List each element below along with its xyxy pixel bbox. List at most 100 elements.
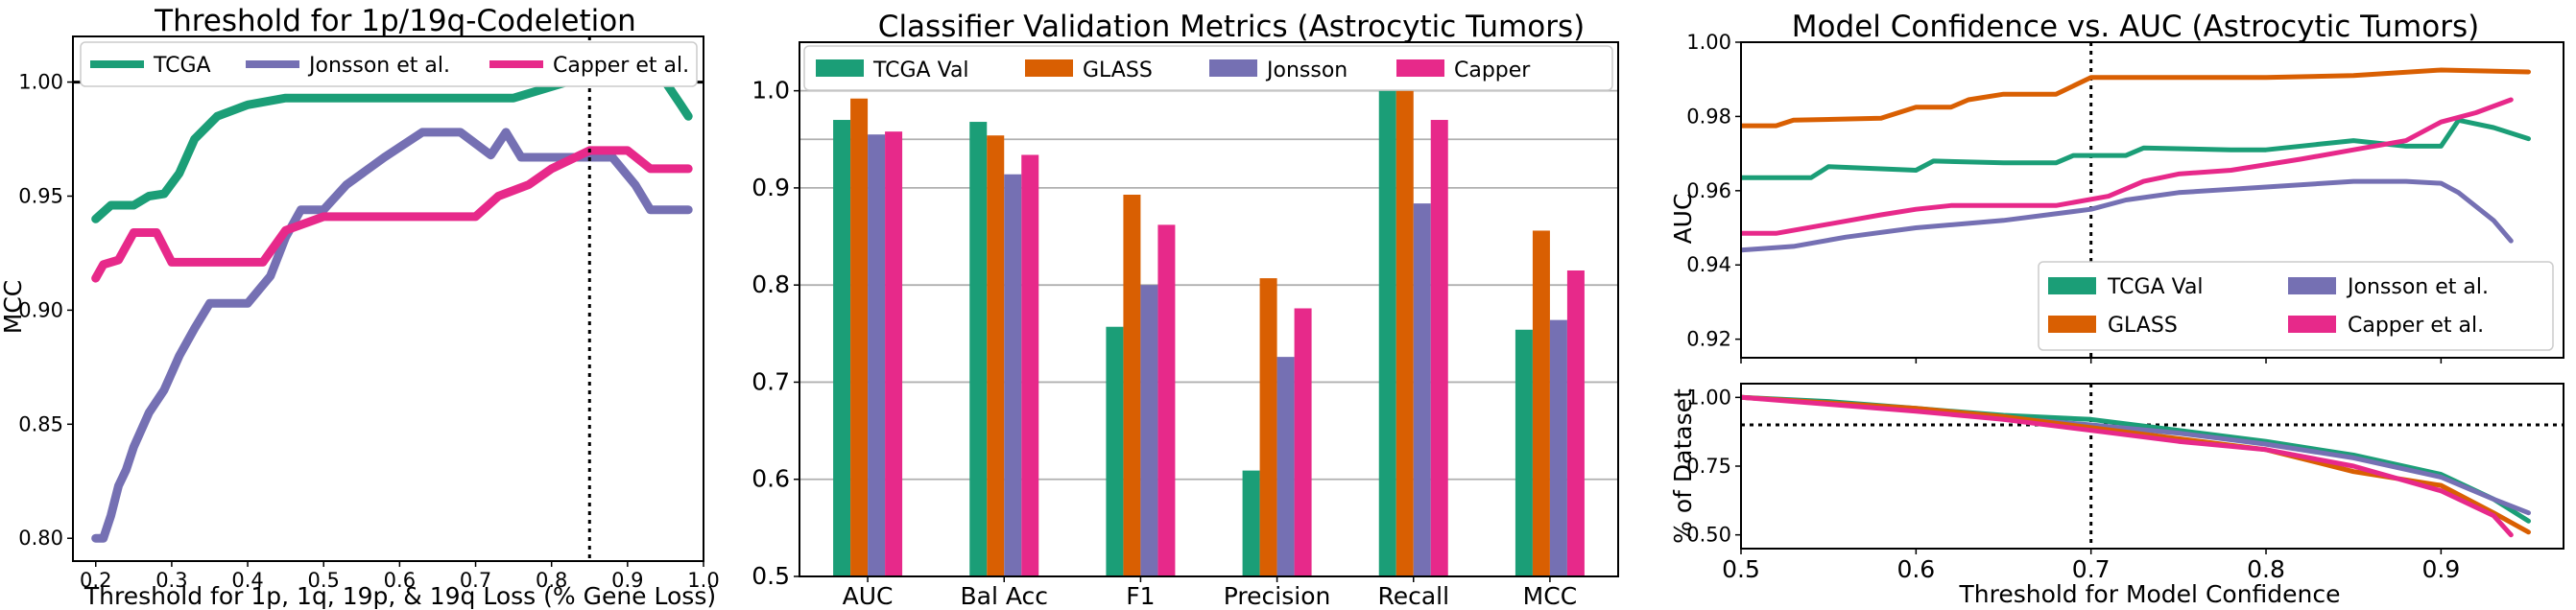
bar: [1430, 120, 1448, 576]
grid-lines: [799, 89, 1618, 577]
y-tick-label: 0.98: [1686, 105, 1731, 128]
legend-label: TCGA: [153, 54, 211, 78]
bar: [1106, 326, 1124, 576]
legend-label: Jonsson et al.: [307, 54, 450, 78]
series-group: [1741, 384, 2564, 549]
y-tick-labels: 0.80 0.85 0.90 0.95 1.00: [18, 71, 73, 550]
legend-swatch: [816, 59, 864, 77]
x-tick-label: Precision: [1224, 582, 1331, 610]
y-tick-label: 1.0: [751, 77, 790, 105]
y-tick-label: 0.7: [751, 367, 790, 395]
y-tick-label: 0.8: [751, 270, 790, 298]
x-tick-label: 0.9: [611, 569, 643, 592]
bar: [833, 120, 851, 576]
x-tick-label: 0.5: [1722, 555, 1760, 583]
legend-swatch: [1025, 59, 1073, 77]
bar: [1276, 357, 1295, 576]
series-line: [1741, 394, 2514, 538]
plot-frame: [1740, 41, 2564, 359]
y-axis-label: % of Dataset: [1669, 388, 1697, 544]
bar: [850, 98, 869, 576]
legend-label: Capper: [1454, 59, 1531, 82]
series-line: [91, 146, 693, 283]
bar: [1259, 278, 1277, 576]
y-tick-label: 0.5: [751, 562, 790, 590]
x-tick-label: MCC: [1523, 582, 1577, 610]
x-tick-label: 0.7: [2072, 555, 2111, 583]
legend-swatch: [1396, 59, 1444, 77]
y-tick-labels: 0.92 0.94 0.96 0.98 1.00: [1686, 31, 1741, 351]
legend: TCGA Jonsson et al. Capper et al.: [80, 41, 698, 87]
y-tick-label: 1.00: [1686, 31, 1731, 54]
y-tick-label: 0.75: [1686, 455, 1731, 478]
bar: [1566, 270, 1585, 576]
legend-label: Capper et al.: [553, 54, 689, 78]
bar: [885, 131, 903, 577]
chart-title: Threshold for 1p/19q-Codeletion: [154, 4, 636, 38]
bar: [987, 135, 1005, 577]
x-tick-label: 0.8: [2247, 555, 2285, 583]
series-line: [1741, 394, 2531, 524]
plot-frame: [72, 35, 704, 562]
series-line: [1741, 67, 2531, 129]
bar: [1515, 329, 1533, 576]
bar: [1157, 224, 1176, 576]
legend-label: TCGA Val: [2107, 275, 2204, 299]
series-line: [1741, 97, 2514, 236]
x-tick-labels: 0.2 0.3 0.4 0.5 0.6 0.7 0.8 0.9 1.0: [80, 561, 720, 592]
plot-frame: [799, 41, 1619, 577]
y-tick-label: 0.90: [18, 298, 63, 321]
legend-swatch: [1209, 59, 1257, 77]
bar: [1021, 154, 1039, 576]
plot-area: [73, 36, 704, 561]
chart-panel-dataset: % of Dataset Threshold for Model Confide…: [1669, 383, 2564, 608]
legend-frame: [2038, 261, 2554, 351]
legend-swatch: [2048, 277, 2096, 294]
series-line: [1741, 394, 2531, 516]
y-tick-label: 0.96: [1686, 179, 1731, 202]
y-tick-label: 0.9: [751, 174, 790, 201]
bar: [1004, 174, 1022, 577]
chart-title: Model Confidence vs. AUC (Astrocytic Tum…: [1792, 10, 2479, 44]
x-tick-label: 0.8: [536, 569, 567, 592]
bar: [1123, 194, 1141, 577]
y-tick-label: 0.95: [18, 184, 63, 207]
legend-label: Jonsson et al.: [2346, 275, 2489, 299]
series-group: [1741, 42, 2531, 358]
y-axis-label: AUC: [1669, 194, 1697, 245]
bar: [1413, 203, 1431, 576]
y-axis-label: MCC: [0, 280, 27, 334]
series-line: [1741, 117, 2531, 180]
x-tick-label: Bal Acc: [960, 582, 1048, 610]
plot-area: [833, 90, 1585, 577]
legend-swatch: [2048, 316, 2096, 333]
plot-frame: [1740, 383, 2564, 550]
y-tick-label: 0.94: [1686, 253, 1731, 276]
chart-panel-metrics: Classifier Validation Metrics (Astrocyti…: [751, 10, 1619, 610]
legend-frame: [803, 45, 1613, 91]
x-tick-label: 0.2: [80, 569, 111, 592]
series-line: [91, 128, 693, 543]
chart-panel-auc: Model Confidence vs. AUC (Astrocytic Tum…: [1669, 10, 2564, 364]
legend: TCGA Val GLASS Jonsson et al. Capper et …: [2038, 261, 2554, 351]
x-tick-label: 0.7: [460, 569, 491, 592]
bar: [969, 122, 988, 576]
y-tick-label: 0.92: [1686, 328, 1731, 351]
x-tick-label: 0.6: [1896, 555, 1935, 583]
legend: TCGA Val GLASS Jonsson Capper: [803, 45, 1613, 91]
legend-frame: [80, 41, 698, 87]
y-tick-label: 0.6: [751, 465, 790, 493]
y-tick-label: 0.85: [18, 412, 63, 435]
bar: [1549, 319, 1567, 576]
y-tick-label: 1.00: [1686, 386, 1731, 409]
bar: [868, 134, 886, 576]
x-tick-labels: AUC Bal Acc F1 Precision Recall MCC: [843, 576, 1577, 610]
legend-swatch: [2288, 316, 2336, 333]
legend-label: TCGA Val: [872, 59, 969, 82]
legend-label: Capper et al.: [2348, 314, 2484, 338]
x-tick-label: 0.5: [308, 569, 340, 592]
x-tick-label: 0.6: [384, 569, 416, 592]
y-tick-label: 0.80: [18, 527, 63, 550]
plot-area: [1741, 384, 2564, 549]
